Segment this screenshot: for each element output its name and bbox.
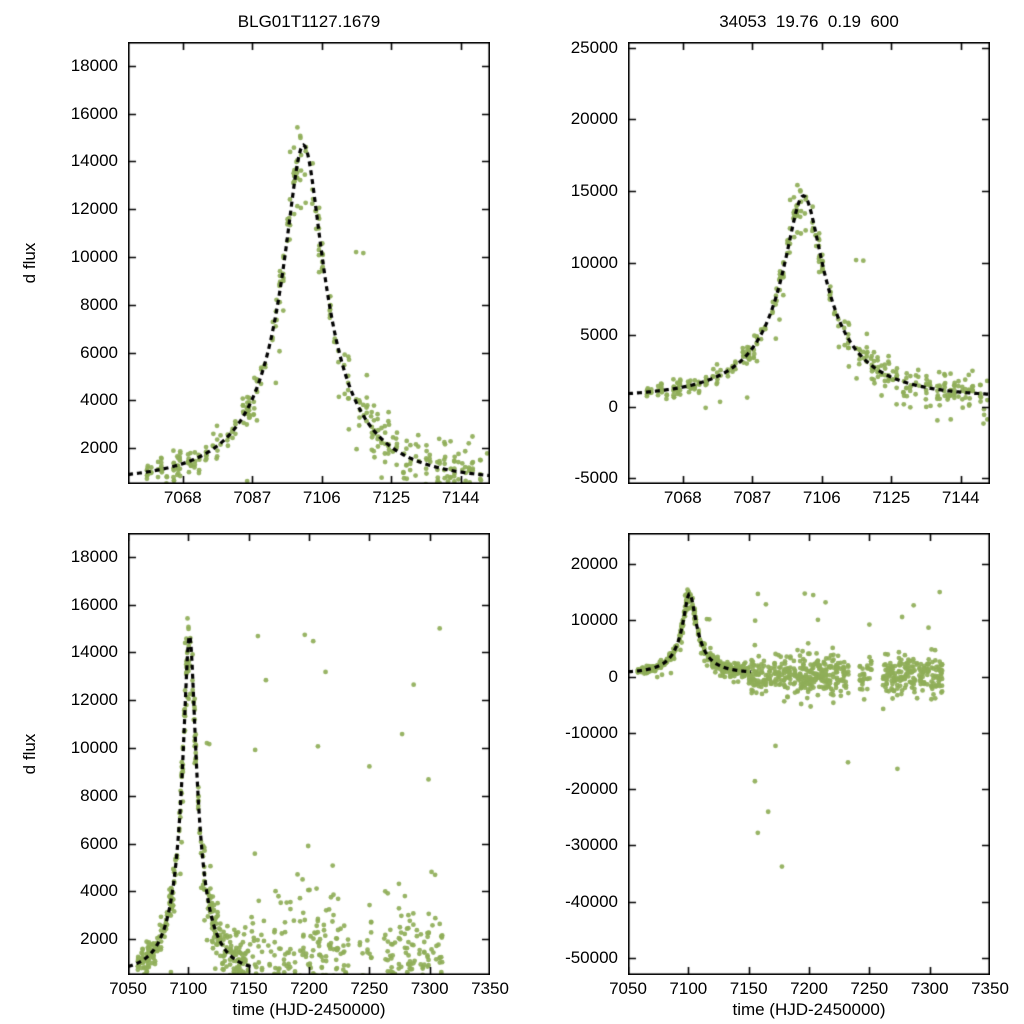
plot-title-top-right: 34053 19.76 0.19 600 xyxy=(719,12,899,31)
x-tick-label: 7125 xyxy=(872,488,911,507)
y-tick-label: 2000 xyxy=(80,438,118,458)
x-tick-label: 7050 xyxy=(609,979,647,998)
x-tick-label: 7150 xyxy=(229,979,268,998)
x-tick-label: 7350 xyxy=(471,979,509,998)
x-tick-label: 7050 xyxy=(109,979,147,998)
y-tick-label: 16000 xyxy=(70,103,118,123)
plot-canvas-bottom-left xyxy=(128,533,490,975)
y-tick-label: 10000 xyxy=(70,247,118,267)
y-tick-label: 8000 xyxy=(80,785,118,805)
y-tick-label: 0 xyxy=(608,396,618,416)
x-tick-label: 7068 xyxy=(163,488,202,507)
y-tick-label: -40000 xyxy=(565,891,618,911)
x-tick-label: 7250 xyxy=(850,979,889,998)
y-tick-label: 8000 xyxy=(80,294,118,314)
y-tick-label: 10000 xyxy=(570,253,618,272)
y-tick-label: 20000 xyxy=(570,553,618,573)
y-tick-label: 4000 xyxy=(80,390,118,410)
x-tick-label: 7087 xyxy=(733,488,772,507)
y-tick-label: 10000 xyxy=(570,610,618,630)
x-tick-label: 7300 xyxy=(410,979,449,998)
plot-canvas-top-left xyxy=(128,42,490,484)
x-tick-label: 7200 xyxy=(790,979,828,998)
y-tick-label: 18000 xyxy=(70,55,118,75)
x-tick-label: 7200 xyxy=(290,979,328,998)
y-tick-label: -30000 xyxy=(565,835,618,855)
x-axis-label-bottom-right: time (HJD-2450000) xyxy=(732,1000,886,1019)
y-tick-label: 2000 xyxy=(80,929,118,949)
y-tick-label: 25000 xyxy=(570,37,618,57)
y-tick-label: 0 xyxy=(608,666,618,686)
x-tick-label: 7068 xyxy=(663,488,702,507)
x-tick-label: 7150 xyxy=(729,979,768,998)
y-tick-label: 18000 xyxy=(70,546,118,566)
x-tick-label: 7144 xyxy=(941,488,980,507)
y-tick-label: -50000 xyxy=(565,948,618,968)
y-tick-label: -5000 xyxy=(574,468,618,488)
x-tick-label: 7350 xyxy=(971,979,1009,998)
y-tick-label: 6000 xyxy=(80,833,118,853)
y-tick-label: 10000 xyxy=(70,738,118,758)
x-tick-label: 7144 xyxy=(441,488,480,507)
x-tick-label: 7250 xyxy=(350,979,389,998)
y-tick-label: -10000 xyxy=(565,722,618,742)
y-tick-label: 5000 xyxy=(580,324,618,344)
plot-title-top-left: BLG01T1127.1679 xyxy=(237,12,381,31)
plot-canvas-bottom-right xyxy=(628,533,990,975)
x-tick-label: 7125 xyxy=(372,488,411,507)
x-axis-label-bottom-left: time (HJD-2450000) xyxy=(232,1000,386,1019)
y-tick-label: 16000 xyxy=(70,594,118,614)
plot-canvas-top-right xyxy=(628,42,990,484)
x-tick-label: 7100 xyxy=(669,979,708,998)
y-tick-label: -20000 xyxy=(565,779,618,799)
y-tick-label: 15000 xyxy=(570,181,618,201)
y-tick-label: 6000 xyxy=(80,342,118,362)
y-tick-label: 20000 xyxy=(570,109,618,129)
y-tick-label: 12000 xyxy=(70,690,118,710)
y-tick-label: 14000 xyxy=(70,642,118,662)
x-tick-label: 7100 xyxy=(169,979,208,998)
x-tick-label: 7300 xyxy=(910,979,949,998)
y-tick-label: 12000 xyxy=(70,199,118,219)
x-tick-label: 7106 xyxy=(802,488,841,507)
y-tick-label: 4000 xyxy=(80,881,118,901)
y-tick-label: 14000 xyxy=(70,151,118,171)
x-tick-label: 7087 xyxy=(233,488,272,507)
x-tick-label: 7106 xyxy=(302,488,341,507)
